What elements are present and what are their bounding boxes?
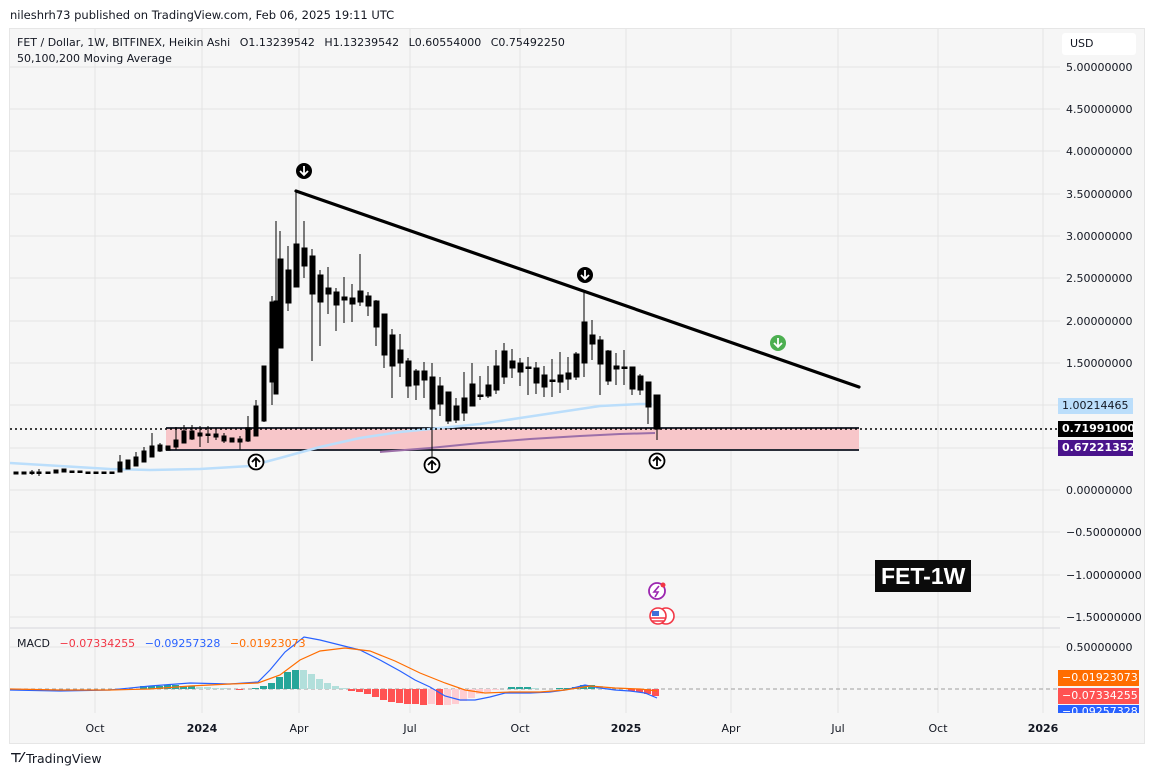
- price-axis[interactable]: 5.00000000 4.50000000 4.00000000 3.50000…: [1066, 61, 1142, 654]
- ma-purple: [379, 432, 656, 453]
- macd-signal-value: −0.01923073: [229, 637, 306, 650]
- macd-label: MACD: [17, 637, 50, 650]
- svg-text:2.00000000: 2.00000000: [1066, 315, 1132, 328]
- up-arrow-icon[interactable]: [648, 452, 666, 470]
- macd-histogram: [140, 670, 659, 705]
- ma-purple-price-tag: 0.67221352: [1058, 440, 1135, 456]
- svg-text:−1.50000000: −1.50000000: [1066, 611, 1142, 624]
- svg-text:Oct: Oct: [928, 722, 948, 735]
- svg-text:Oct: Oct: [510, 722, 530, 735]
- tradingview-brand[interactable]: ⊤⁄ TradingView: [10, 751, 102, 766]
- candles: [13, 192, 661, 476]
- up-arrow-icon[interactable]: [247, 453, 265, 471]
- signal-line: [9, 647, 658, 694]
- symbol-label[interactable]: FET / Dollar, 1W, BITFINEX, Heikin Ashi: [17, 36, 231, 49]
- svg-text:0.00000000: 0.00000000: [1066, 484, 1132, 497]
- chart-frame[interactable]: [9, 28, 1145, 744]
- svg-text:5.00000000: 5.00000000: [1066, 61, 1132, 74]
- close-value: C0.75492250: [490, 36, 565, 49]
- down-arrow-green-icon[interactable]: [770, 335, 786, 351]
- indicator-label[interactable]: 50,100,200 Moving Average: [17, 52, 172, 65]
- fet-1w-label: FET-1W: [875, 560, 972, 592]
- price-axis-bg: [1060, 29, 1143, 713]
- svg-text:Apr: Apr: [721, 722, 741, 735]
- high-value: H1.13239542: [324, 36, 400, 49]
- open-value: O1.13239542: [239, 36, 315, 49]
- svg-text:3.00000000: 3.00000000: [1066, 230, 1132, 243]
- svg-text:4.00000000: 4.00000000: [1066, 145, 1132, 158]
- svg-text:Oct: Oct: [85, 722, 105, 735]
- tradingview-logo-icon: ⊤⁄: [10, 751, 23, 766]
- svg-text:2024: 2024: [187, 722, 218, 735]
- macd-line-tag: −0.09257328: [1058, 705, 1139, 713]
- svg-text:4.50000000: 4.50000000: [1066, 103, 1132, 116]
- svg-text:2026: 2026: [1028, 722, 1059, 735]
- down-arrow-icon[interactable]: [577, 267, 593, 283]
- ma-light-blue: [9, 402, 652, 472]
- descending-trendline[interactable]: [294, 189, 861, 389]
- svg-text:−1.00000000: −1.00000000: [1066, 569, 1142, 582]
- low-value: L0.60554000: [408, 36, 482, 49]
- svg-text:1.50000000: 1.50000000: [1066, 357, 1132, 370]
- svg-text:2.50000000: 2.50000000: [1066, 272, 1132, 285]
- up-arrow-icon[interactable]: [423, 456, 441, 474]
- us-flag-event-icon[interactable]: [649, 607, 675, 625]
- svg-text:−0.50000000: −0.50000000: [1066, 526, 1142, 539]
- published-byline: nileshrh73 published on TradingView.com,…: [10, 8, 395, 22]
- support-zone[interactable]: [166, 428, 859, 450]
- time-axis[interactable]: Oct 2024 Apr Jul Oct 2025 Apr Jul Oct 20…: [85, 722, 1058, 735]
- macd-histogram-tag: −0.07334255: [1058, 688, 1139, 704]
- currency-selector[interactable]: USD: [1062, 33, 1136, 55]
- svg-text:3.50000000: 3.50000000: [1066, 188, 1132, 201]
- ma-light-price-tag: 1.00214465: [1058, 398, 1133, 414]
- svg-text:Jul: Jul: [402, 722, 416, 735]
- macd-signal-tag: −0.01923073: [1058, 670, 1139, 686]
- brand-text: TradingView: [26, 751, 102, 766]
- macd-legend[interactable]: MACD −0.07334255 −0.09257328 −0.01923073: [17, 637, 312, 650]
- macd-histogram-value: −0.07334255: [59, 637, 136, 650]
- svg-text:2025: 2025: [611, 722, 642, 735]
- svg-text:Apr: Apr: [289, 722, 309, 735]
- chart-legend: FET / Dollar, 1W, BITFINEX, Heikin Ashi …: [17, 35, 571, 67]
- svg-text:Jul: Jul: [830, 722, 844, 735]
- svg-text:0.50000000: 0.50000000: [1066, 641, 1132, 654]
- last-price-tag: 0.71991000: [1058, 421, 1135, 437]
- macd-line-value: −0.09257328: [144, 637, 221, 650]
- lightning-event-icon[interactable]: [648, 582, 666, 600]
- down-arrow-icon[interactable]: [296, 163, 312, 179]
